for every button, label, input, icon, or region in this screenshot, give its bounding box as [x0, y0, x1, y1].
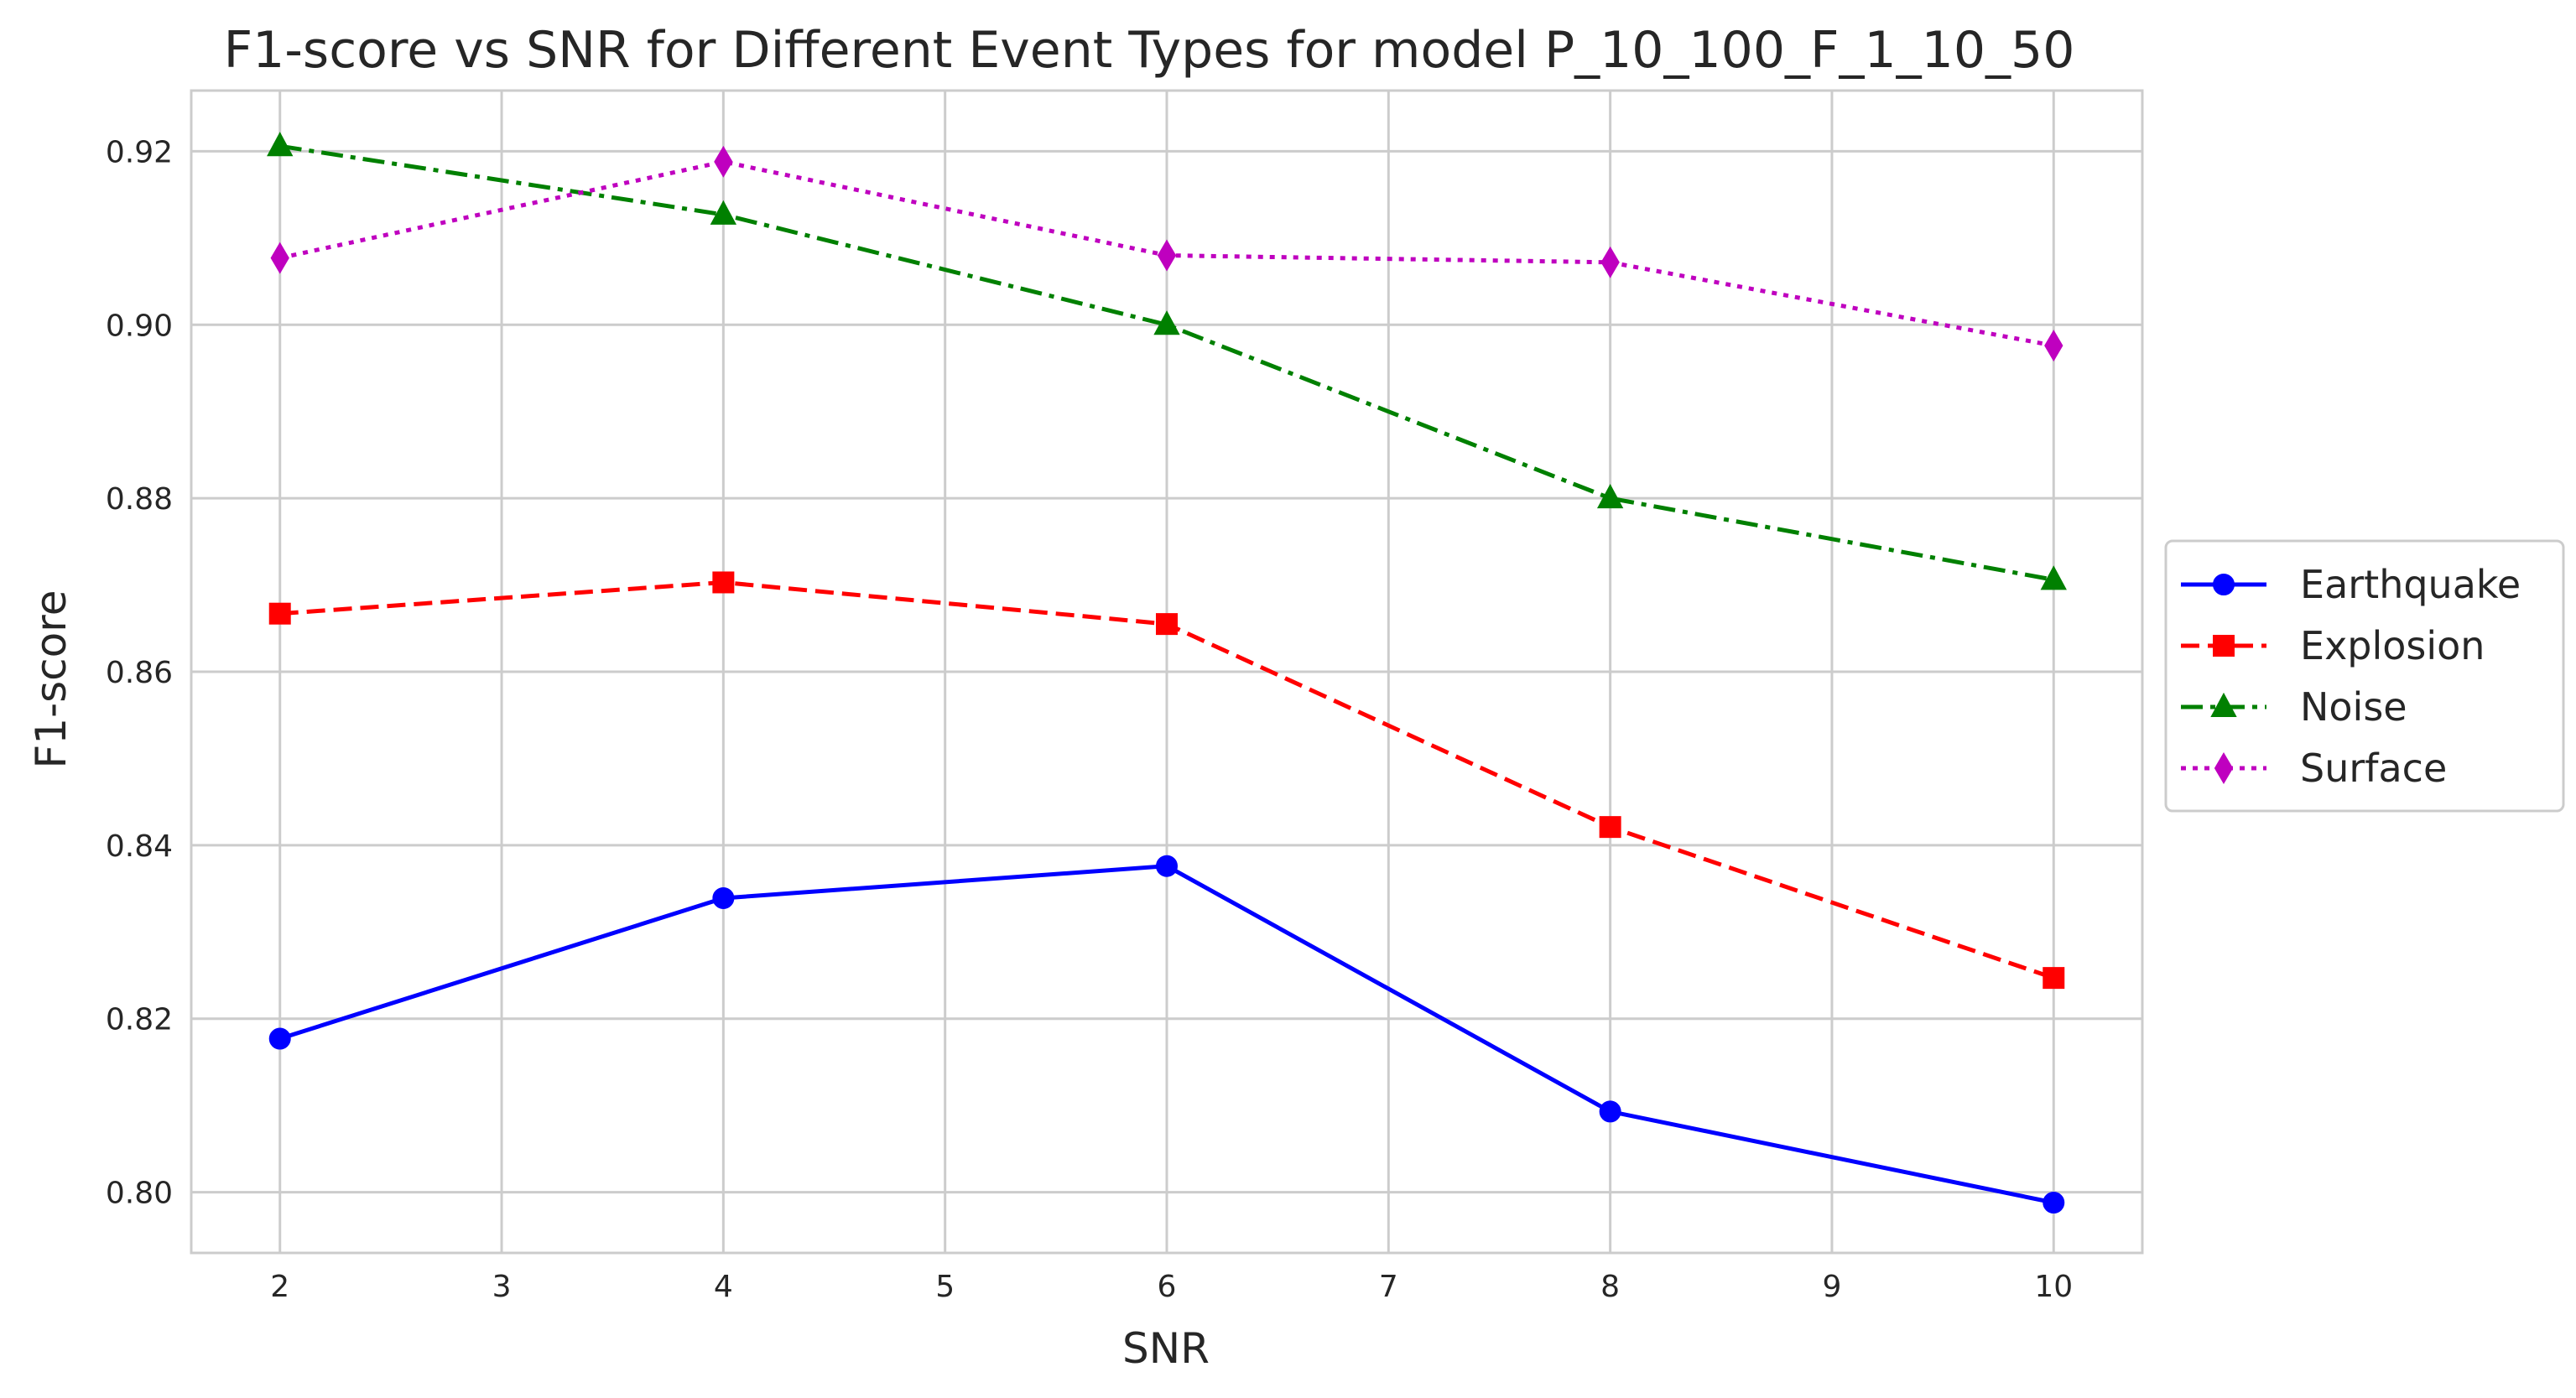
data-point-explosion: [712, 571, 735, 594]
y-tick-label: 0.84: [106, 829, 173, 864]
data-point-surface: [270, 242, 289, 274]
x-tick-label: 8: [1600, 1270, 1620, 1304]
series-explosion: [268, 571, 2065, 990]
legend: Earthquake Explosion Noise Surface: [2164, 539, 2565, 813]
data-point-surface: [1600, 246, 1620, 278]
y-tick-label: 0.80: [106, 1177, 173, 1211]
x-tick-label: 10: [2034, 1270, 2073, 1304]
data-point-surface: [714, 145, 733, 178]
data-point-earthquake: [1156, 855, 1178, 877]
data-point-earthquake: [2043, 1192, 2065, 1214]
x-tick-label: 9: [1823, 1270, 1842, 1304]
y-tick-label: 0.90: [106, 309, 173, 343]
data-point-noise: [710, 200, 737, 225]
data-point-earthquake: [268, 1027, 291, 1050]
series-earthquake: [268, 855, 2065, 1214]
legend-label-noise: Noise: [2300, 684, 2407, 730]
chart-title: F1-score vs SNR for Different Event Type…: [224, 21, 2075, 80]
y-tick-label: 0.92: [106, 135, 173, 169]
grid-layer: [191, 91, 2142, 1253]
series-layer: [267, 132, 2067, 1214]
legend-marker-explosion: [2213, 635, 2235, 657]
x-tick-label: 5: [935, 1270, 955, 1304]
data-point-noise: [267, 132, 294, 157]
x-tick-label: 7: [1379, 1270, 1398, 1304]
data-point-surface: [2044, 330, 2063, 362]
data-point-explosion: [2043, 967, 2065, 990]
plot-frame: [190, 89, 2144, 1255]
x-axis-label: SNR: [1122, 1324, 1210, 1373]
legend-item-explosion: Explosion: [2181, 623, 2485, 668]
legend-label-explosion: Explosion: [2300, 623, 2485, 668]
series-noise: [267, 132, 2067, 590]
y-tick-label: 0.82: [106, 1003, 173, 1037]
x-tick-label: 2: [270, 1270, 289, 1304]
data-point-noise: [1153, 310, 1180, 335]
data-point-earthquake: [712, 886, 735, 909]
legend-marker-surface: [2214, 752, 2234, 784]
series-surface: [270, 145, 2063, 362]
data-point-explosion: [268, 602, 291, 625]
legend-item-surface: Surface: [2181, 746, 2447, 791]
x-tick-label: 6: [1158, 1270, 1177, 1304]
legend-label-surface: Surface: [2300, 746, 2447, 791]
data-point-noise: [1596, 484, 1624, 509]
data-point-earthquake: [1599, 1100, 1621, 1123]
data-point-explosion: [1599, 816, 1621, 839]
legend-label-earthquake: Earthquake: [2300, 562, 2521, 607]
data-point-noise: [2040, 565, 2067, 590]
x-tick-label: 3: [492, 1270, 512, 1304]
y-tick-label: 0.88: [106, 482, 173, 517]
legend-box: [2164, 539, 2565, 813]
y-axis-label: F1-score: [27, 590, 75, 769]
x-tick-label: 4: [714, 1270, 733, 1304]
data-point-surface: [1157, 239, 1177, 272]
series-line-noise: [279, 143, 2054, 582]
legend-marker-earthquake: [2213, 574, 2235, 595]
ticks-layer: 2 3 4 5 6 7 8 9 10 0.80 0.82 0.84 0.86 0.88 0.90 0.92: [106, 135, 2073, 1304]
legend-item-noise: Noise: [2181, 684, 2407, 730]
legend-marker-noise: [2210, 692, 2237, 717]
data-point-explosion: [1156, 613, 1178, 636]
legend-item-earthquake: Earthquake: [2181, 562, 2521, 607]
y-tick-label: 0.86: [106, 656, 173, 690]
